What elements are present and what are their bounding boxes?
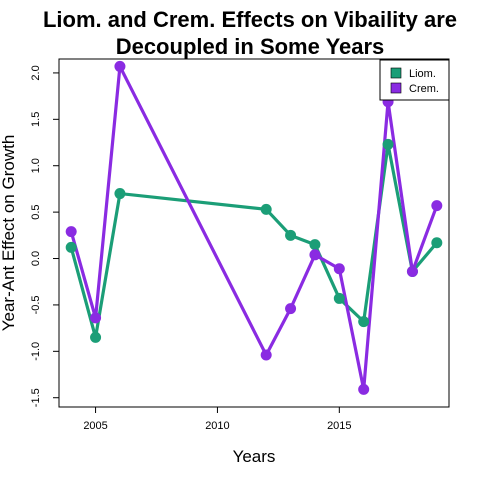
y-axis-label: Year-Ant Effect on Growth bbox=[0, 135, 18, 332]
chart-title-line1: Liom. and Crem. Effects on Vibaility are bbox=[43, 7, 457, 32]
y-tick-label: 0.5 bbox=[30, 204, 42, 219]
data-point-crem bbox=[358, 383, 370, 395]
chart-title-line2: Decoupled in Some Years bbox=[116, 34, 385, 59]
data-point-liom bbox=[65, 241, 77, 253]
data-point-crem bbox=[114, 60, 126, 72]
data-point-crem bbox=[65, 226, 77, 238]
x-tick-label: 2005 bbox=[83, 420, 107, 432]
data-point-liom bbox=[309, 239, 321, 251]
legend-box bbox=[379, 59, 450, 101]
data-point-liom bbox=[260, 203, 272, 215]
y-tick-label: 2.0 bbox=[30, 65, 42, 80]
legend-swatch-crem bbox=[390, 82, 402, 94]
data-point-crem bbox=[406, 266, 418, 278]
y-tick-label: 1.0 bbox=[30, 158, 42, 173]
data-point-liom bbox=[285, 229, 297, 241]
data-point-liom bbox=[382, 138, 394, 150]
legend-label-crem: Crem. bbox=[409, 83, 439, 95]
data-point-liom bbox=[90, 331, 102, 343]
data-point-crem bbox=[333, 263, 345, 275]
data-point-crem bbox=[285, 303, 297, 315]
y-tick-label: 0.0 bbox=[30, 251, 42, 266]
x-tick-label: 2015 bbox=[327, 420, 351, 432]
data-point-liom bbox=[333, 292, 345, 304]
data-point-liom bbox=[358, 316, 370, 328]
y-axis: -1.5 -1.0 -0.5 0.0 0.5 1.0 1.5 2.0 bbox=[30, 65, 60, 407]
y-tick-label: -0.5 bbox=[30, 295, 42, 314]
y-tick-label: -1.0 bbox=[30, 342, 42, 361]
data-point-crem bbox=[260, 349, 272, 361]
x-axis: 2005 2010 2015 bbox=[83, 406, 352, 432]
x-axis-label: Years bbox=[233, 447, 276, 466]
data-point-crem bbox=[431, 200, 443, 212]
data-point-liom bbox=[431, 237, 443, 249]
data-point-liom bbox=[114, 188, 126, 200]
series-line-crem bbox=[69, 64, 439, 391]
y-tick-label: -1.5 bbox=[30, 388, 42, 407]
data-point-crem bbox=[90, 312, 102, 324]
legend: Liom. Crem. bbox=[379, 59, 450, 101]
series-layer bbox=[65, 60, 443, 395]
legend-swatch-liom bbox=[390, 67, 402, 79]
legend-label-liom: Liom. bbox=[409, 68, 436, 80]
x-tick-label: 2010 bbox=[205, 420, 229, 432]
y-tick-label: 1.5 bbox=[30, 112, 42, 127]
data-point-crem bbox=[309, 249, 321, 261]
